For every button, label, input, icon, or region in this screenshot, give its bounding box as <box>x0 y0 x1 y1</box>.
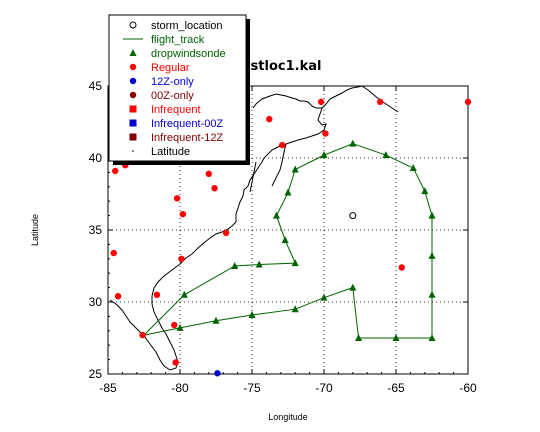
dropwindsonde-point <box>248 310 256 318</box>
regular-station-point <box>464 98 472 106</box>
dropwindsonde-point <box>176 323 184 331</box>
regular-station-point <box>222 229 230 237</box>
legend-label: 00Z-only <box>151 90 194 102</box>
dropwindsonde-point <box>428 251 436 259</box>
regular-station-point <box>139 331 146 339</box>
dropwindsonde-point <box>320 151 328 159</box>
regular-station-point <box>179 210 187 218</box>
legend-label: flight_track <box>151 34 205 46</box>
legend-label: dropwindsonde <box>151 48 226 60</box>
legend-marker-open-circle <box>129 21 137 29</box>
dropwindsonde-point <box>349 139 357 147</box>
regular-station-point <box>173 195 181 202</box>
dropwindsonde-point <box>349 283 357 291</box>
12z-only-station-point <box>214 370 221 377</box>
legend-marker-square <box>129 119 137 127</box>
dropwindsonde-point <box>180 290 188 298</box>
dropwindsonde-point <box>392 334 400 341</box>
flight-track-layer <box>143 143 433 339</box>
markers-layer <box>110 98 472 377</box>
legend-marker-square <box>129 133 137 141</box>
legend-marker-square <box>129 105 137 113</box>
regular-station-point <box>110 249 117 257</box>
y-axis-label: Latitude <box>30 214 40 246</box>
x-tick-label: -70 <box>315 381 333 395</box>
regular-station-point <box>266 115 273 123</box>
dropwindsonde-point <box>291 165 299 173</box>
legend-label: Latitude <box>151 146 190 158</box>
legend-marker-circle <box>129 91 137 99</box>
dropwindsonde-point <box>291 259 299 267</box>
dropwindsonde-point <box>284 188 292 196</box>
regular-station-point <box>172 359 179 366</box>
x-tick-label: -85 <box>99 381 117 395</box>
regular-station-point <box>322 130 329 137</box>
y-tick-label: 25 <box>89 367 103 381</box>
dropwindsonde-point <box>382 151 390 159</box>
dropwindsonde-point <box>421 187 429 195</box>
dropwindsonde-point <box>231 262 239 269</box>
regular-station-point <box>376 98 384 106</box>
dropwindsonde-point <box>291 305 299 313</box>
chart-title: stloc1.kal <box>251 59 322 74</box>
dropwindsonde-point <box>409 164 417 172</box>
coastline-map <box>109 85 399 371</box>
legend-label: storm_location <box>151 20 223 32</box>
axis-ticks: -85 -80 -75 -70 -65 -60 25 30 35 40 45 <box>89 79 477 395</box>
regular-station-point <box>112 167 119 175</box>
regular-station-point <box>398 264 405 271</box>
dropwindsonde-point <box>428 334 436 341</box>
regular-station-point <box>317 98 325 106</box>
regular-station-point <box>114 293 122 300</box>
legend-marker-circle <box>129 63 137 71</box>
legend-marker-triangle <box>129 49 137 56</box>
legend-label: Infrequent-12Z <box>151 132 223 144</box>
regular-station-point <box>153 291 161 298</box>
legend-marker-circle <box>129 77 137 85</box>
x-tick-label: -65 <box>387 381 405 395</box>
regular-station-point <box>211 185 218 192</box>
regular-station-point <box>279 141 286 149</box>
dropwindsonde-point <box>428 211 436 219</box>
y-tick-label: 40 <box>89 151 103 165</box>
regular-station-point <box>171 321 178 329</box>
flight-track-line <box>143 143 433 339</box>
dropwindsonde-point <box>428 290 436 298</box>
dropwindsonde-point <box>255 260 263 268</box>
legend-label: Infrequent <box>151 104 201 116</box>
dropwindsonde-point <box>281 236 289 244</box>
x-tick-label: -80 <box>171 381 189 395</box>
dropwindsonde-point <box>320 293 328 301</box>
storm-location-point <box>349 212 357 220</box>
dropwindsonde-point <box>355 334 363 341</box>
y-tick-label: 35 <box>89 223 103 237</box>
dropwindsonde-point <box>272 211 280 219</box>
x-tick-label: -75 <box>243 381 261 395</box>
legend-label: Regular <box>151 62 190 74</box>
legend-marker-dot <box>132 150 134 152</box>
y-tick-label: 30 <box>89 295 103 309</box>
x-tick-label: -60 <box>459 381 477 395</box>
y-tick-label: 45 <box>89 79 103 93</box>
regular-station-point <box>205 170 212 178</box>
legend-label: Infrequent-00Z <box>151 118 223 130</box>
x-axis-label: Longitude <box>268 412 308 422</box>
dropwindsonde-point <box>212 316 220 324</box>
legend-label: 12Z-only <box>151 76 194 88</box>
regular-station-point <box>178 255 185 262</box>
legend: storm_location flight_track dropwindsonde R… <box>108 14 250 165</box>
